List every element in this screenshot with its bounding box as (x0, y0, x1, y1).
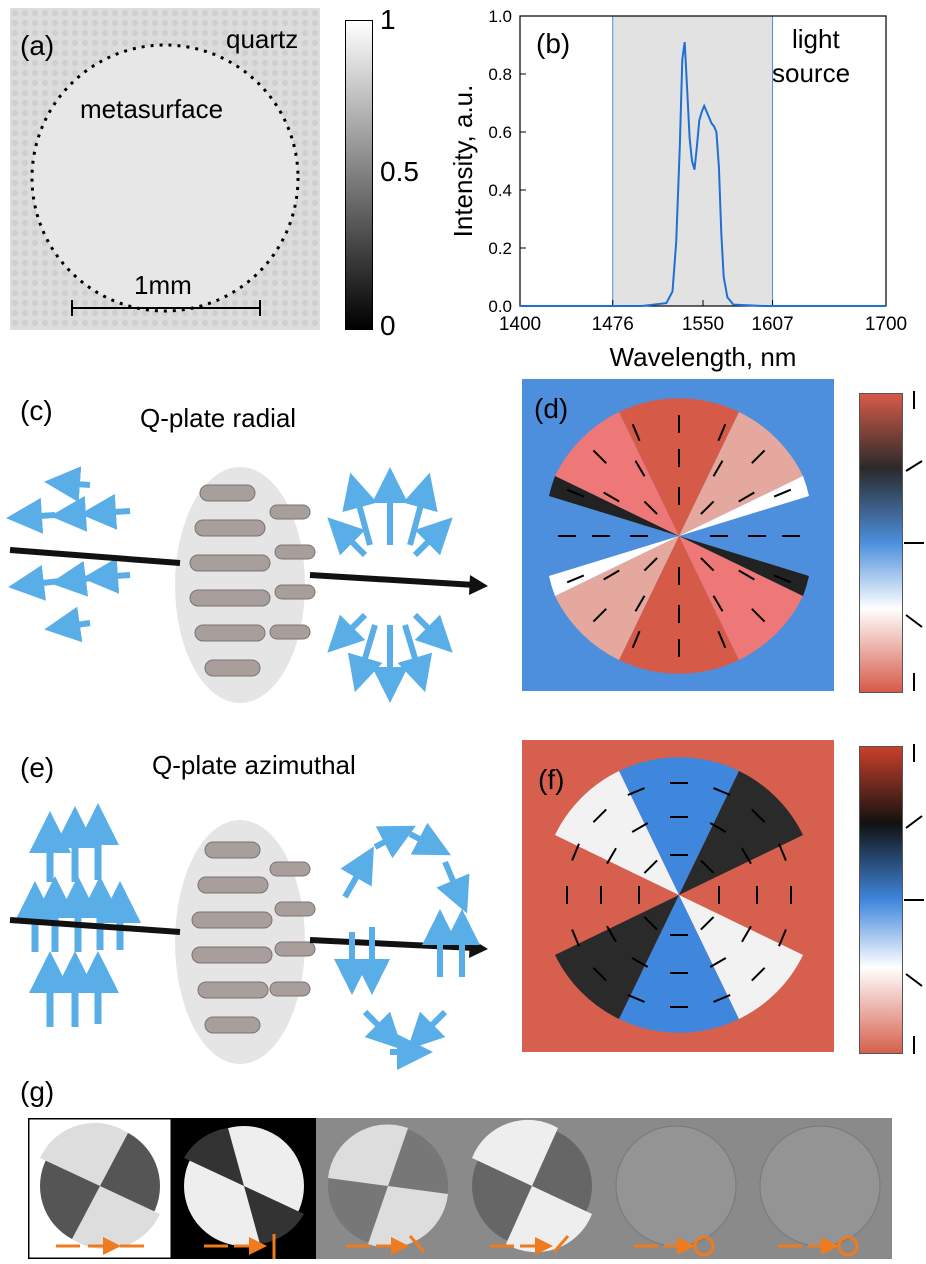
polarization-arrow (571, 843, 580, 861)
colorbar-tick-1: 1 (380, 4, 396, 35)
polarization-arrow (606, 847, 617, 865)
colorbar-f-polarization-icons (904, 744, 924, 1054)
scalebar-label: 1mm (134, 270, 192, 300)
polarization-arrow (700, 916, 715, 931)
spectrum-chart: 0.0 0.2 0.4 0.6 0.8 1.0 1400 1476 1550 1607 1700 Wa… (448, 7, 907, 372)
polarization-arrow (700, 557, 715, 572)
polarization-arrow (634, 460, 646, 477)
azimuthal-polarization-map (522, 740, 834, 1052)
colorbar-d-polarization-icons (904, 391, 924, 691)
panel-a: (a) quartz metasurface 1mm 1 0.5 0 (0, 0, 420, 341)
quartz-label: quartz (226, 24, 299, 54)
polarization-arrow (631, 957, 649, 968)
polarization-arrow (631, 822, 649, 833)
x-tick-label: 1550 (682, 314, 724, 335)
radial-qplate-illustration (6, 466, 488, 703)
colorbar-tick-0: 0 (380, 310, 396, 341)
panel-f: (f) (522, 740, 926, 1058)
panel-f-label: (f) (538, 764, 565, 795)
polarization-arrow (566, 488, 585, 498)
panel-d: (d) (522, 379, 926, 693)
polarization-arrow (603, 491, 620, 503)
panel-d-label: (d) (534, 393, 569, 424)
polarization-arrow (717, 423, 727, 442)
polarization-colorbar-d (859, 393, 903, 693)
polarization-arrow (700, 500, 715, 515)
panel-b-label: (b) (536, 28, 571, 59)
x-tick-label: 1476 (592, 314, 634, 335)
polarization-arrow (631, 630, 641, 649)
polarization-arrow (751, 608, 766, 623)
polarization-arrow (778, 843, 787, 861)
polarization-arrow (751, 449, 766, 464)
y-tick-label: 0.4 (488, 181, 512, 200)
polarization-arrow (751, 808, 766, 823)
polarization-arrow (571, 929, 580, 947)
y-axis-label: Intensity, a.u. (448, 85, 478, 238)
polarization-arrow (738, 569, 755, 581)
metasurface-microscope-image (10, 8, 320, 330)
colorbar-tick-05: 0.5 (380, 156, 419, 187)
polarization-arrow (738, 491, 755, 503)
polarization-arrow (627, 787, 645, 796)
polarization-colorbar-f (859, 746, 903, 1054)
radial-polarization-map (522, 379, 834, 691)
y-tick-label: 0.6 (488, 123, 512, 142)
polarization-arrow (773, 488, 792, 498)
panel-e-title: Q-plate azimuthal (152, 750, 356, 780)
polarization-arrow (751, 967, 766, 982)
polarization-arrow (741, 925, 752, 943)
polarization-arrow (643, 500, 658, 515)
x-tick-label: 1700 (865, 314, 907, 335)
panel-e: (e) Q-plate azimuthal (0, 742, 500, 1072)
polarization-arrow (709, 957, 727, 968)
polarization-arrow (566, 574, 585, 584)
panel-c: (c) Q-plate radial (0, 385, 500, 705)
metasurface-label: metasurface (80, 94, 224, 124)
polarization-arrow (778, 929, 787, 947)
polarization-arrow (643, 557, 658, 572)
polarization-arrow (592, 449, 607, 464)
y-tick-label: 0.8 (488, 65, 512, 84)
x-tick-label: 1607 (751, 314, 793, 335)
polarization-arrow (631, 423, 641, 442)
polarization-arrow (592, 967, 607, 982)
polarization-arrow (606, 925, 617, 943)
polarization-arrow (709, 822, 727, 833)
polarization-arrow (603, 569, 620, 581)
spectrum-series-line (520, 41, 886, 307)
polarization-arrow (713, 787, 731, 796)
panel-b: 0.0 0.2 0.4 0.6 0.8 1.0 1400 1476 1550 1607 1700 Wa… (420, 0, 926, 380)
polarization-arrow (712, 595, 724, 612)
polarization-arrow (643, 916, 658, 931)
y-tick-label: 1.0 (488, 7, 512, 26)
polarization-arrow (712, 460, 724, 477)
panel-c-title: Q-plate radial (140, 403, 297, 433)
azimuthal-qplate-illustration (9, 803, 488, 1070)
panel-a-label: (a) (20, 30, 55, 61)
polarization-arrow (773, 574, 792, 584)
light-source-label-1: light (792, 24, 840, 54)
polarization-arrow (700, 859, 715, 874)
polarization-arrow (741, 847, 752, 865)
x-tick-label: 1400 (499, 314, 541, 335)
x-axis-label: Wavelength, nm (610, 342, 797, 372)
polarimetry-image-strip (26, 1116, 892, 1261)
polarization-arrow (713, 994, 731, 1003)
panel-g-strip (26, 1116, 892, 1261)
polarization-arrow (592, 608, 607, 623)
polarization-arrow (592, 808, 607, 823)
panel-e-label: (e) (20, 752, 55, 783)
polarization-arrow (717, 630, 727, 649)
panel-c-label: (c) (20, 395, 53, 426)
light-source-label-2: source (772, 58, 851, 88)
y-tick-label: 0.2 (488, 239, 512, 258)
polarization-arrow (643, 859, 658, 874)
grayscale-colorbar (345, 20, 373, 330)
panel-g-label: (g) (20, 1076, 55, 1107)
y-tick-label: 0.0 (488, 297, 512, 316)
polarization-arrow (627, 994, 645, 1003)
polarization-arrow (634, 595, 646, 612)
